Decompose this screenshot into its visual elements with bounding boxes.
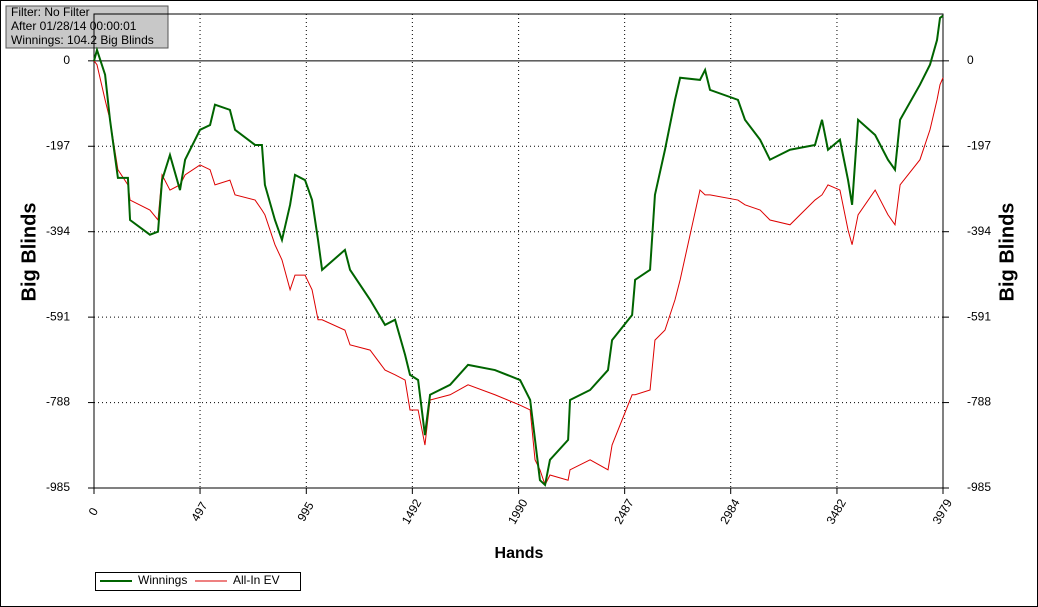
y-tick-label: -394 [46,224,70,238]
legend-label: Winnings [138,573,187,587]
info-filter: Filter: No Filter [11,5,90,19]
y2-tick-label: -197 [967,138,991,152]
y-tick-label: -197 [46,138,70,152]
info-winnings: Winnings: 104.2 Big Blinds [11,33,154,47]
y2-tick-label: -985 [967,480,991,494]
y-tick-label: -788 [46,395,70,409]
y-tick-label: -591 [46,309,70,323]
series-line [93,60,944,487]
y-axis-label: Big Blinds [18,203,40,302]
y-tick-label: -985 [46,480,70,494]
info-after: After 01/28/14 00:00:01 [11,19,137,33]
info-box [5,5,169,49]
x-axis-label: Hands [495,545,544,562]
y-tick-label: 0 [63,53,70,67]
series-line [93,14,944,487]
y2-tick-label: 0 [967,53,974,67]
y2-tick-label: -591 [967,309,991,323]
y2-tick-label: -394 [967,224,991,238]
y2-axis-label: Big Blinds [996,203,1018,302]
legend-label: All-In EV [233,573,280,587]
y2-tick-label: -788 [967,395,991,409]
